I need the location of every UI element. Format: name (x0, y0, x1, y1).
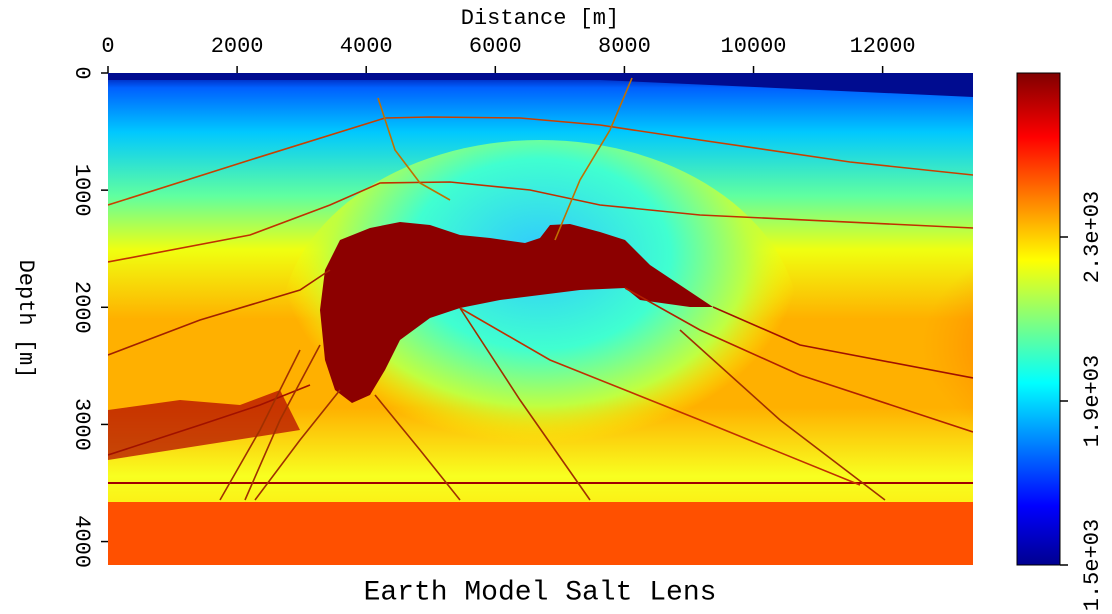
y-axis-title: Depth [m] (13, 260, 38, 379)
x-axis-title: Distance [m] (461, 6, 619, 31)
y-tick-label: 3000 (69, 398, 94, 451)
x-tick-label: 6000 (469, 34, 522, 59)
colorbar-tick-label: 2.3e+03 (1080, 191, 1105, 283)
y-tick-label: 4000 (69, 515, 94, 568)
x-tick-label: 4000 (340, 34, 393, 59)
y-tick-label: 2000 (69, 281, 94, 334)
y-tick-label: 0 (69, 66, 94, 79)
x-tick-label: 0 (101, 34, 114, 59)
colorbar-tick-label: 1.5e+03 (1080, 519, 1105, 611)
x-tick-label: 8000 (598, 34, 651, 59)
x-tick-label: 10000 (721, 34, 787, 59)
chart-title: Earth Model Salt Lens (364, 577, 717, 608)
chart: Distance [m] Earth Model Salt Lens Depth… (0, 0, 1112, 614)
colorbar (1017, 73, 1060, 565)
x-tick-label: 12000 (850, 34, 916, 59)
velocity-field (0, 73, 1112, 565)
colorbar-tick-label: 1.9e+03 (1080, 355, 1105, 447)
x-tick-label: 2000 (211, 34, 264, 59)
y-tick-label: 1000 (69, 164, 94, 217)
